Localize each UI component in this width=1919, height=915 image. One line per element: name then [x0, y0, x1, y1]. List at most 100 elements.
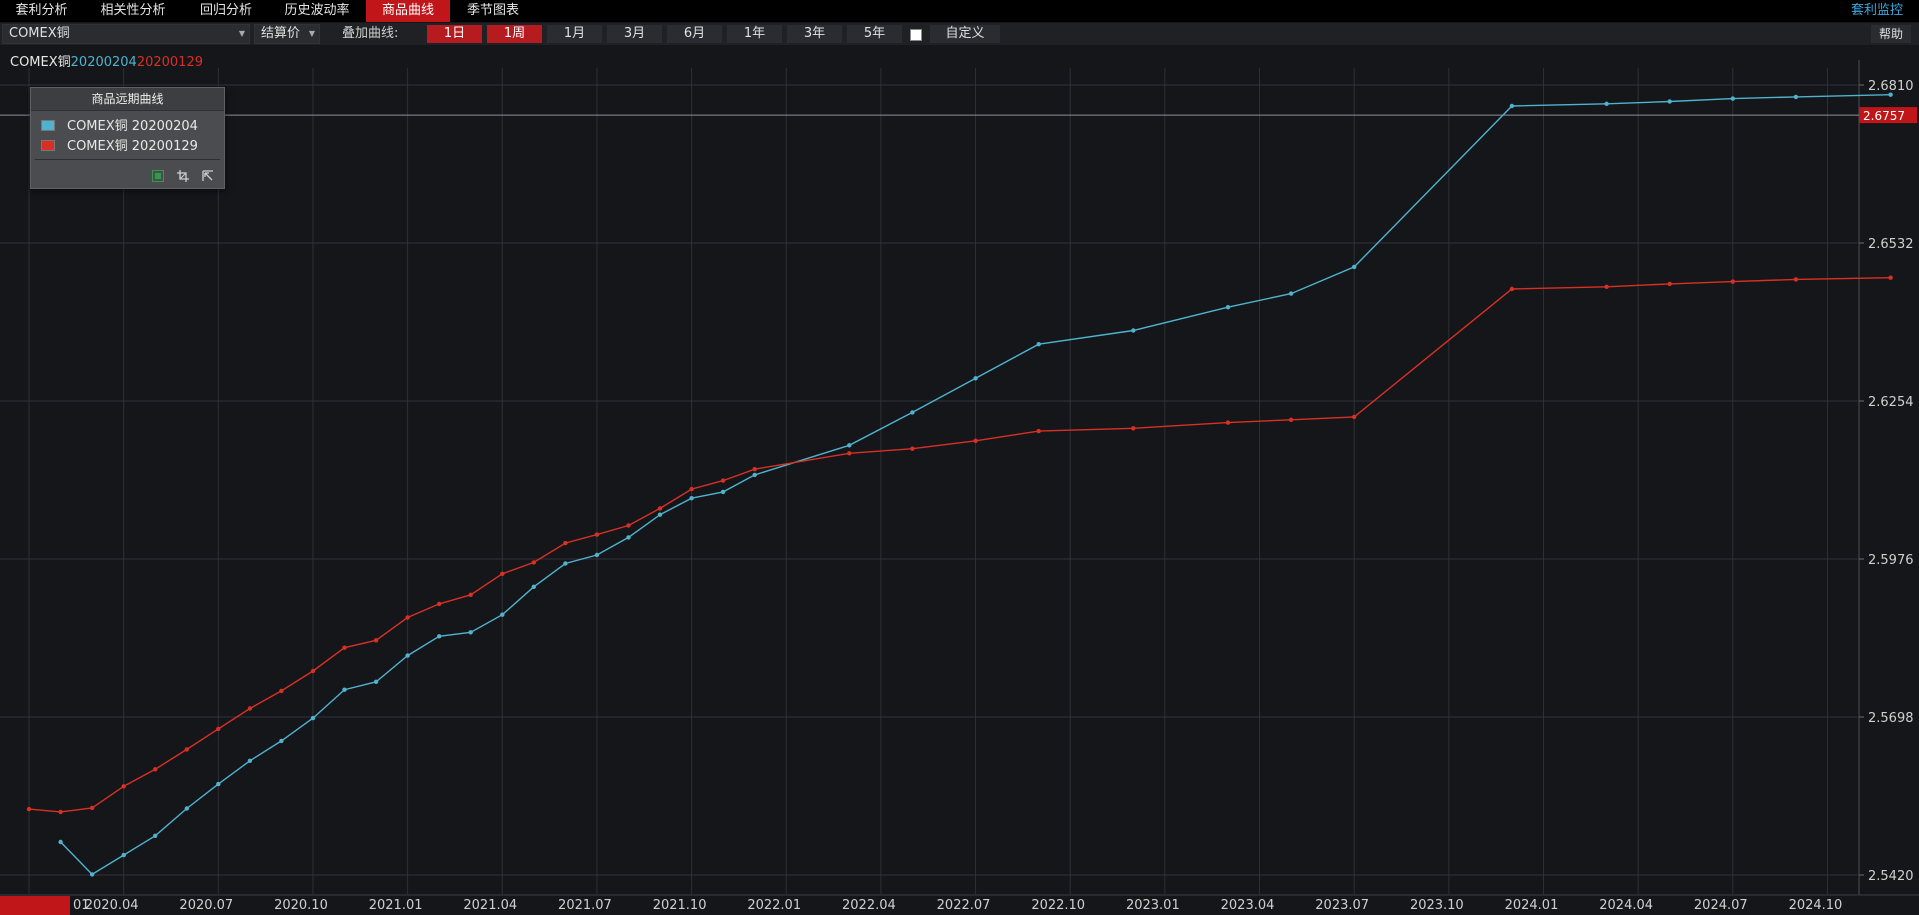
series-point-1	[626, 535, 631, 540]
crop-icon[interactable]	[175, 168, 191, 184]
x-tick-label: 2022.01	[747, 898, 801, 913]
series-point-2	[1352, 414, 1357, 420]
x-tick-label: 2023.04	[1221, 898, 1275, 913]
x-tick-label: 2020.10	[274, 898, 328, 913]
chevron-down-icon: ▼	[308, 29, 315, 38]
period-1m-button[interactable]: 1月	[547, 25, 602, 43]
series-point-2	[1888, 275, 1893, 280]
series-point-1	[373, 679, 379, 684]
series-point-1	[279, 738, 284, 744]
series-point-2	[121, 784, 126, 789]
series-point-2	[247, 706, 253, 711]
series-point-1	[1730, 96, 1736, 101]
legend-divider	[35, 159, 220, 160]
series-point-2	[973, 438, 978, 443]
series-point-2	[58, 809, 63, 815]
x-tick-label: 2020.07	[179, 898, 233, 913]
series-point-2	[342, 645, 347, 650]
legend-item-20200129[interactable]: COMEX铜 20200129	[41, 138, 198, 156]
x-tick-label: 2021.04	[463, 898, 517, 913]
series-point-1	[342, 687, 347, 692]
series-point-2	[26, 806, 32, 812]
series-point-1	[1225, 305, 1231, 310]
series-point-2	[310, 668, 316, 674]
symbol-select-value: COMEX铜	[9, 26, 70, 41]
arbitrage-monitor-link[interactable]: 套利监控	[1850, 3, 1903, 18]
series-point-2	[468, 592, 473, 597]
series-point-1	[752, 472, 757, 478]
price-type-select[interactable]: 结算价 ▼	[254, 24, 320, 44]
series-point-2	[847, 451, 852, 456]
series-point-2	[153, 767, 158, 772]
toolbar: COMEX铜 ▼ 结算价 ▼ 叠加曲线: 1日 1周 1月 3月 6月 1年 3…	[0, 23, 1919, 45]
y-tick-label: 2.5420	[1868, 869, 1914, 884]
series-point-2	[752, 467, 757, 472]
series-point-2	[1730, 279, 1736, 284]
period-3m-button[interactable]: 3月	[607, 25, 662, 43]
custom-checkbox[interactable]	[910, 29, 922, 41]
series-point-2	[1036, 428, 1041, 434]
tab-correlation-analysis[interactable]: 相关性分析	[100, 3, 166, 18]
period-3y-button[interactable]: 3年	[787, 25, 842, 43]
series-point-1	[720, 489, 726, 495]
series-point-1	[437, 634, 442, 639]
y-tick-label: 2.6254	[1868, 395, 1914, 410]
x-tick-label: 2022.04	[842, 898, 896, 913]
series-point-1	[1888, 92, 1893, 97]
series-point-2	[910, 446, 915, 451]
period-6m-button[interactable]: 6月	[667, 25, 722, 43]
series-point-2	[1225, 420, 1231, 425]
series-point-1	[847, 443, 852, 448]
series-point-2	[216, 726, 221, 732]
series-point-2	[405, 615, 410, 620]
x-tick-label: 2024.10	[1789, 898, 1843, 913]
help-button[interactable]: 帮助	[1871, 25, 1911, 43]
series-point-2	[720, 478, 726, 483]
series-point-1	[310, 715, 316, 721]
legend-label-series1: COMEX铜 20200204	[67, 119, 198, 134]
series-point-2	[531, 560, 536, 565]
legend-swatch-series1	[41, 120, 55, 131]
series-point-1	[594, 552, 600, 558]
series-point-2	[184, 747, 189, 752]
series-point-1	[89, 872, 95, 877]
y-tick-label: 2.6532	[1868, 237, 1914, 252]
collapse-icon[interactable]	[200, 168, 216, 184]
custom-period-button[interactable]: 自定义	[930, 25, 1000, 43]
series-point-1	[1352, 264, 1357, 270]
series-point-2	[373, 638, 379, 643]
period-5y-button[interactable]: 5年	[847, 25, 902, 43]
x-tick-label: 2021.10	[653, 898, 707, 913]
period-1y-button[interactable]: 1年	[727, 25, 782, 43]
series-point-1	[184, 806, 189, 811]
symbol-select[interactable]: COMEX铜 ▼	[2, 24, 250, 44]
current-price-tag	[1859, 107, 1917, 124]
legend-item-20200204[interactable]: COMEX铜 20200204	[41, 118, 198, 136]
period-1d-button[interactable]: 1日	[427, 25, 482, 43]
series-point-2	[500, 571, 505, 576]
series-point-2	[689, 486, 694, 492]
tab-regression-analysis[interactable]: 回归分析	[199, 3, 252, 18]
tab-seasonal-chart[interactable]: 季节图表	[466, 3, 519, 18]
series-point-2	[1509, 286, 1515, 292]
series-point-1	[121, 852, 126, 858]
axis-range-marker	[0, 896, 70, 915]
current-price-label: 2.6757	[1863, 109, 1905, 123]
export-excel-icon[interactable]	[150, 168, 166, 184]
tab-historical-volatility[interactable]: 历史波动率	[284, 3, 350, 18]
series-title-date-1: 20200204	[70, 55, 137, 70]
x-tick-label: 2024.04	[1599, 898, 1653, 913]
legend-panel[interactable]: 商品远期曲线 COMEX铜 20200204 COMEX铜 20200129	[30, 87, 225, 189]
series-point-2	[1667, 281, 1672, 287]
series-point-1	[1288, 291, 1294, 296]
period-1w-button[interactable]: 1周	[487, 25, 542, 43]
series-point-1	[910, 410, 915, 415]
y-tick-label: 2.5976	[1868, 553, 1914, 568]
series-point-2	[89, 805, 95, 811]
legend-label-series2: COMEX铜 20200129	[67, 139, 198, 154]
x-tick-label: 2023.01	[1126, 898, 1180, 913]
series-point-2	[594, 532, 600, 537]
tab-arbitrage-analysis[interactable]: 套利分析	[15, 3, 68, 18]
tab-commodity-curve[interactable]: 商品曲线	[366, 0, 450, 22]
